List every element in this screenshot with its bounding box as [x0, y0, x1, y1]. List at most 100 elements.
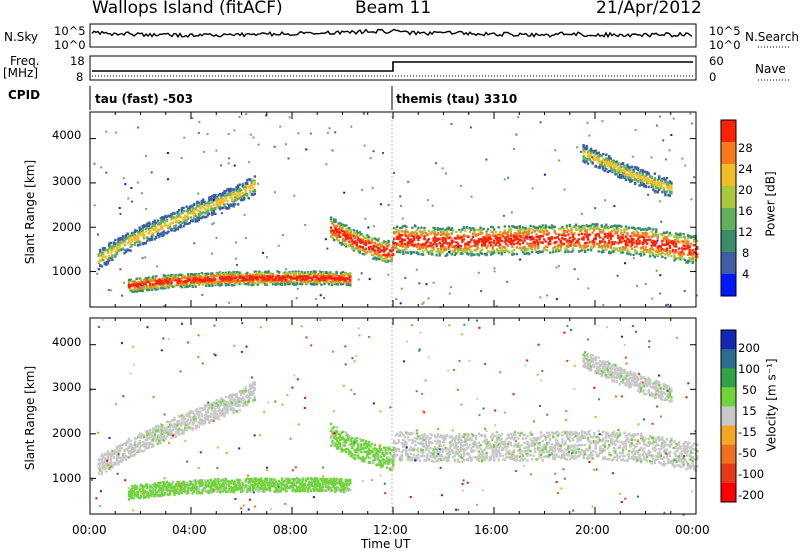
echo-cell [496, 248, 499, 251]
echo-cell [603, 246, 606, 249]
echo-cell [381, 242, 384, 245]
echo-cell [574, 241, 578, 244]
echo-cell [227, 283, 231, 287]
echo-cell [345, 234, 348, 237]
echo-cell [617, 224, 620, 227]
echo-cell [627, 176, 631, 179]
echo-cell [227, 281, 231, 284]
echo-cell [455, 244, 458, 248]
echo-cell [641, 172, 644, 176]
echo-cell [426, 234, 429, 237]
echo-cell [614, 241, 617, 244]
echo-cell [599, 245, 602, 248]
echo-cell [418, 245, 422, 248]
echo-cell [664, 249, 667, 252]
echo-cell [302, 281, 305, 284]
echo-cell [264, 272, 267, 276]
echo-cell [392, 240, 395, 243]
echo-cell [593, 151, 596, 154]
echo-cell [529, 228, 532, 231]
echo-cell [143, 235, 146, 238]
echo-cell [611, 163, 614, 166]
echo-cell [533, 240, 537, 244]
echo-cell [209, 195, 213, 199]
echo-cell [656, 253, 659, 257]
echo-cell [606, 245, 609, 249]
scatter-cell [395, 298, 398, 301]
scatter-cell [647, 193, 650, 196]
echo-cell [606, 170, 609, 174]
scatter-cell [273, 191, 276, 194]
echo-cell [606, 236, 609, 239]
echo-cell [159, 226, 163, 230]
echo-cell [396, 247, 399, 250]
echo-cell [577, 233, 581, 236]
echo-cell [227, 278, 231, 281]
echo-cell [635, 234, 638, 238]
echo-cell [340, 229, 343, 232]
echo-cell [486, 239, 490, 243]
echo-cell [100, 473, 103, 476]
echo-cell [149, 239, 152, 242]
echo-cell [132, 446, 135, 449]
echo-cell [608, 251, 611, 255]
echo-cell [411, 240, 414, 244]
echo-cell [543, 230, 546, 233]
echo-cell [641, 170, 644, 174]
scatter-cell [266, 256, 268, 259]
echo-cell [338, 276, 341, 279]
echo-cell [526, 237, 529, 240]
echo-cell [144, 224, 147, 228]
echo-cell [229, 193, 232, 197]
echo-cell [402, 225, 405, 228]
echo-cell [370, 247, 374, 251]
echo-cell [418, 246, 422, 249]
echo-cell [218, 198, 222, 202]
echo-cell [100, 471, 103, 475]
echo-cell [661, 190, 664, 194]
nsky-label: N.Sky [4, 30, 39, 44]
echo-cell [673, 235, 676, 238]
echo-cell [470, 251, 473, 254]
echo-cell [331, 221, 334, 225]
echo-cell [608, 250, 611, 253]
scatter-cell [434, 162, 437, 165]
echo-cell [177, 421, 181, 425]
echo-cell [593, 229, 596, 232]
echo-cell [280, 275, 284, 278]
echo-cell [369, 241, 372, 245]
echo-cell [682, 252, 685, 255]
echo-cell [677, 233, 681, 236]
echo-cell [329, 235, 333, 238]
echo-cell [652, 188, 655, 191]
echo-cell [176, 227, 179, 230]
echo-cell [173, 277, 176, 280]
echo-cell [659, 248, 662, 251]
echo-cell [206, 202, 210, 205]
echo-cell [608, 239, 611, 242]
echo-cell [589, 151, 593, 154]
echo-cell [612, 168, 616, 171]
echo-cell [112, 241, 116, 244]
echo-cell [629, 235, 632, 238]
echo-cell [464, 250, 467, 253]
echo-cell [152, 429, 155, 432]
echo-cell [238, 191, 241, 194]
echo-cell [597, 227, 600, 230]
echo-cell [465, 247, 469, 251]
echo-cell [226, 199, 229, 203]
echo-cell [653, 232, 656, 235]
scatter-cell [262, 251, 264, 254]
echo-cell [158, 222, 161, 226]
echo-cell [191, 417, 194, 421]
echo-cell [532, 240, 535, 244]
echo-cell [444, 228, 447, 231]
echo-cell [624, 178, 628, 182]
scatter-cell [425, 283, 428, 286]
echo-cell [129, 241, 132, 245]
echo-cell [662, 236, 666, 240]
echo-cell [120, 460, 123, 463]
echo-cell [158, 430, 161, 433]
scatter-cell [555, 266, 558, 269]
echo-cell [167, 277, 170, 281]
